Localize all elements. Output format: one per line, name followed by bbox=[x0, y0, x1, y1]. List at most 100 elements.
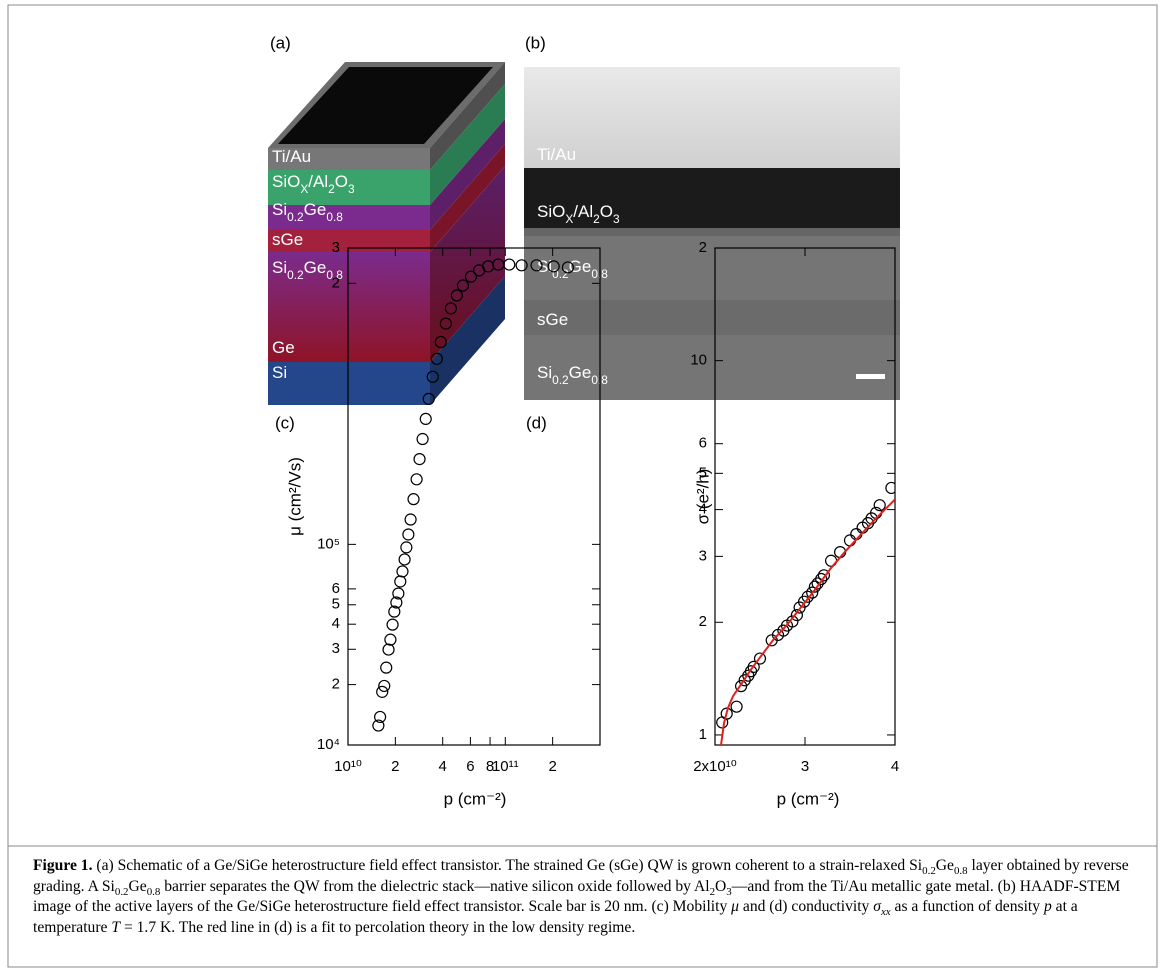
label-part: Si bbox=[272, 200, 287, 219]
figure-border bbox=[7, 4, 1158, 968]
data-point bbox=[464, 270, 478, 283]
side-oxide bbox=[430, 84, 505, 205]
data-point bbox=[439, 317, 452, 330]
fit-line bbox=[720, 498, 895, 745]
label-part: 3 bbox=[613, 212, 620, 226]
label-part: 3 bbox=[348, 182, 355, 196]
caption-run: layer obtained by reverse grading. A Si bbox=[33, 857, 1129, 895]
x-tick-label: 10¹¹ bbox=[492, 758, 519, 775]
plot-area bbox=[372, 258, 574, 732]
x-tick-label: 4 bbox=[891, 758, 899, 775]
data-point bbox=[416, 432, 429, 446]
y-tick-label: 4 bbox=[699, 501, 707, 518]
caption-run: at a temperature bbox=[33, 898, 1078, 936]
x-tick-label: 4 bbox=[439, 758, 447, 775]
data-point bbox=[426, 370, 439, 383]
label-part: X bbox=[565, 212, 573, 226]
caption-run: O bbox=[715, 877, 727, 895]
stem-sge bbox=[524, 300, 900, 335]
data-point bbox=[430, 352, 443, 365]
label-part: Si bbox=[272, 258, 287, 277]
stem-interface bbox=[524, 228, 900, 236]
layer-sige bbox=[268, 205, 430, 230]
label-part: Ge bbox=[569, 257, 592, 276]
data-point bbox=[390, 596, 403, 609]
layer-label: Si0.2Ge0.8 bbox=[272, 258, 343, 282]
caption-run: —and from the Ti/Au metallic gate metal.… bbox=[33, 877, 1121, 916]
data-point bbox=[382, 643, 395, 656]
label-part: 2 bbox=[328, 182, 335, 196]
data-point bbox=[407, 493, 420, 506]
y-tick-label: 1 bbox=[699, 726, 707, 743]
label-part: 0.8 bbox=[326, 268, 343, 282]
y-tick-label: 3 bbox=[699, 547, 707, 564]
label-part: Si bbox=[272, 363, 287, 382]
data-point bbox=[392, 587, 405, 600]
data-point bbox=[790, 609, 804, 622]
label-part: /Al bbox=[573, 202, 593, 221]
label-part: Ge bbox=[569, 363, 592, 382]
data-point bbox=[561, 261, 574, 274]
x-tick-label: 6 bbox=[466, 758, 474, 775]
data-point bbox=[380, 661, 393, 674]
y-tick-label: 5 bbox=[332, 596, 340, 613]
label-part: Ti/Au bbox=[537, 145, 576, 164]
data-point bbox=[456, 279, 470, 292]
label-part: SiO bbox=[537, 202, 565, 221]
data-point bbox=[720, 707, 733, 720]
y-axis-label: μ (cm²/Vs) bbox=[285, 457, 304, 536]
layer-label: sGe bbox=[272, 230, 303, 249]
layer-sge bbox=[268, 230, 430, 252]
label-part: O bbox=[335, 172, 348, 191]
side-ti-au bbox=[430, 62, 505, 170]
data-point bbox=[747, 660, 760, 673]
data-point bbox=[815, 572, 828, 586]
data-point bbox=[885, 481, 895, 495]
layer-buffer bbox=[268, 252, 430, 362]
caption-run: as a function of density bbox=[890, 898, 1044, 915]
data-point bbox=[422, 392, 435, 405]
y-tick-label: 10⁵ bbox=[317, 535, 340, 552]
label-part: SiO bbox=[272, 172, 300, 191]
caption-run: 0.8 bbox=[953, 865, 968, 878]
data-point bbox=[398, 553, 411, 566]
data-point bbox=[530, 259, 543, 272]
data-point bbox=[434, 335, 447, 349]
label-part: 0.8 bbox=[326, 210, 343, 224]
data-point bbox=[404, 513, 417, 526]
x-tick-label: 3 bbox=[801, 758, 809, 775]
data-point bbox=[806, 586, 819, 599]
scale-bar bbox=[856, 374, 885, 379]
data-point bbox=[801, 590, 814, 603]
y-axis-label: σ (e²/h) bbox=[693, 469, 712, 525]
micrograph bbox=[524, 67, 900, 400]
y-tick-label: 5 bbox=[699, 464, 707, 481]
data-point bbox=[376, 685, 389, 698]
data-point bbox=[730, 700, 743, 713]
caption-run: T bbox=[111, 918, 121, 936]
caption-run: Figure 1. bbox=[33, 857, 93, 874]
data-point bbox=[753, 652, 767, 665]
y-tick-label: 2 bbox=[699, 239, 707, 256]
data-point bbox=[396, 565, 409, 578]
label-part: /Al bbox=[308, 172, 328, 191]
layer-label: Si bbox=[272, 363, 287, 382]
data-point bbox=[808, 580, 822, 593]
label-part: 0.2 bbox=[552, 373, 569, 387]
x-tick-label: 2 bbox=[391, 758, 399, 775]
label-part: 0.2 bbox=[287, 268, 304, 282]
caption: Figure 1. (a) Schematic of a Ge/SiGe het… bbox=[33, 856, 1141, 938]
caption-run: xx bbox=[880, 906, 891, 919]
data-point bbox=[786, 615, 799, 628]
caption-run: 2 bbox=[709, 885, 716, 898]
layer-label: SiOX/Al2O3 bbox=[272, 172, 355, 196]
data-point bbox=[413, 453, 426, 466]
layer-si bbox=[268, 362, 430, 405]
layer-label: Ti/Au bbox=[537, 145, 576, 164]
label-part: Ge bbox=[272, 338, 295, 357]
top-face bbox=[278, 67, 493, 144]
caption-run: and (d) conductivity bbox=[739, 898, 874, 915]
side-sge bbox=[430, 144, 505, 252]
caption-run: = 1.7 K. The red line in (d) is a fit to… bbox=[120, 918, 636, 936]
